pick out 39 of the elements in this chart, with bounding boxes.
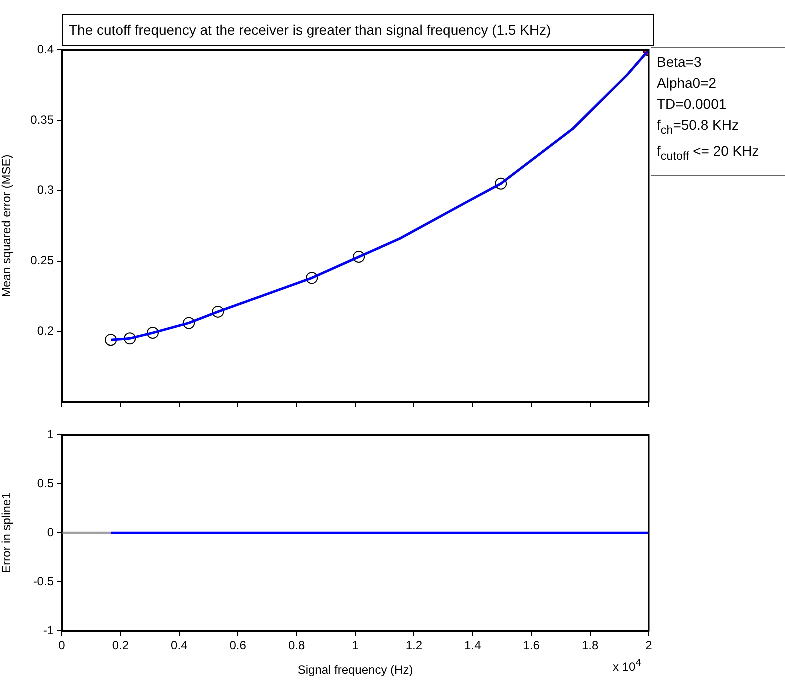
x-tick-label: 0.2 [112,638,130,653]
x-tick-label: 1.6 [523,638,540,653]
x-tick-label: 2 [646,638,653,653]
y-tick-label: 0.5 [37,476,54,490]
y-axis-title: Mean squared error (MSE) [0,154,14,298]
x-tick-label: 0 [58,638,66,653]
y-tick-label: 1 [47,428,54,442]
text: f$_{ch}$=50.8 KHz [657,116,740,139]
point [146,327,159,340]
chart-title: The cutoff frequency at the receiver is greater than signal frequency (1.5 KHz) [62,14,654,46]
text: Beta=3 [657,53,703,72]
x-tick-label: 0.8 [288,638,306,653]
text: TD=0.0001 [657,95,728,114]
point [353,251,366,264]
x-tick-label: 1.4 [464,638,482,653]
text: Alpha0=2 [657,74,718,93]
x-tick-label: 0.6 [230,638,247,653]
x-tick-label: 1.8 [582,638,599,653]
y-tick-label: 0.25 [30,254,54,268]
point [212,306,224,318]
point [105,334,118,346]
y-axis-title: Error in spline1 [0,492,14,574]
x-axis-title: Signal frequency (Hz) [298,663,414,678]
x-tick-label: 1.2 [406,638,423,653]
text: x 10$^{4}$ [613,658,642,674]
point [495,178,508,190]
y-tick-label: 0.4 [37,42,54,57]
y-tick-label: 0.2 [37,324,54,338]
y-tick-label: 0 [47,525,54,540]
y-tick-label: -0.5 [33,574,54,588]
x-tick-label: 1 [352,638,360,653]
point [124,332,136,345]
point [183,317,196,330]
x-tick-label: 0.4 [171,638,188,653]
y-tick-label: 0.3 [37,183,54,198]
text: f$_{cutoff}$ <= 20 KHz [657,142,760,165]
point [306,272,318,284]
y-tick-label: 0.35 [30,112,54,127]
y-tick-label: -1 [43,623,54,638]
